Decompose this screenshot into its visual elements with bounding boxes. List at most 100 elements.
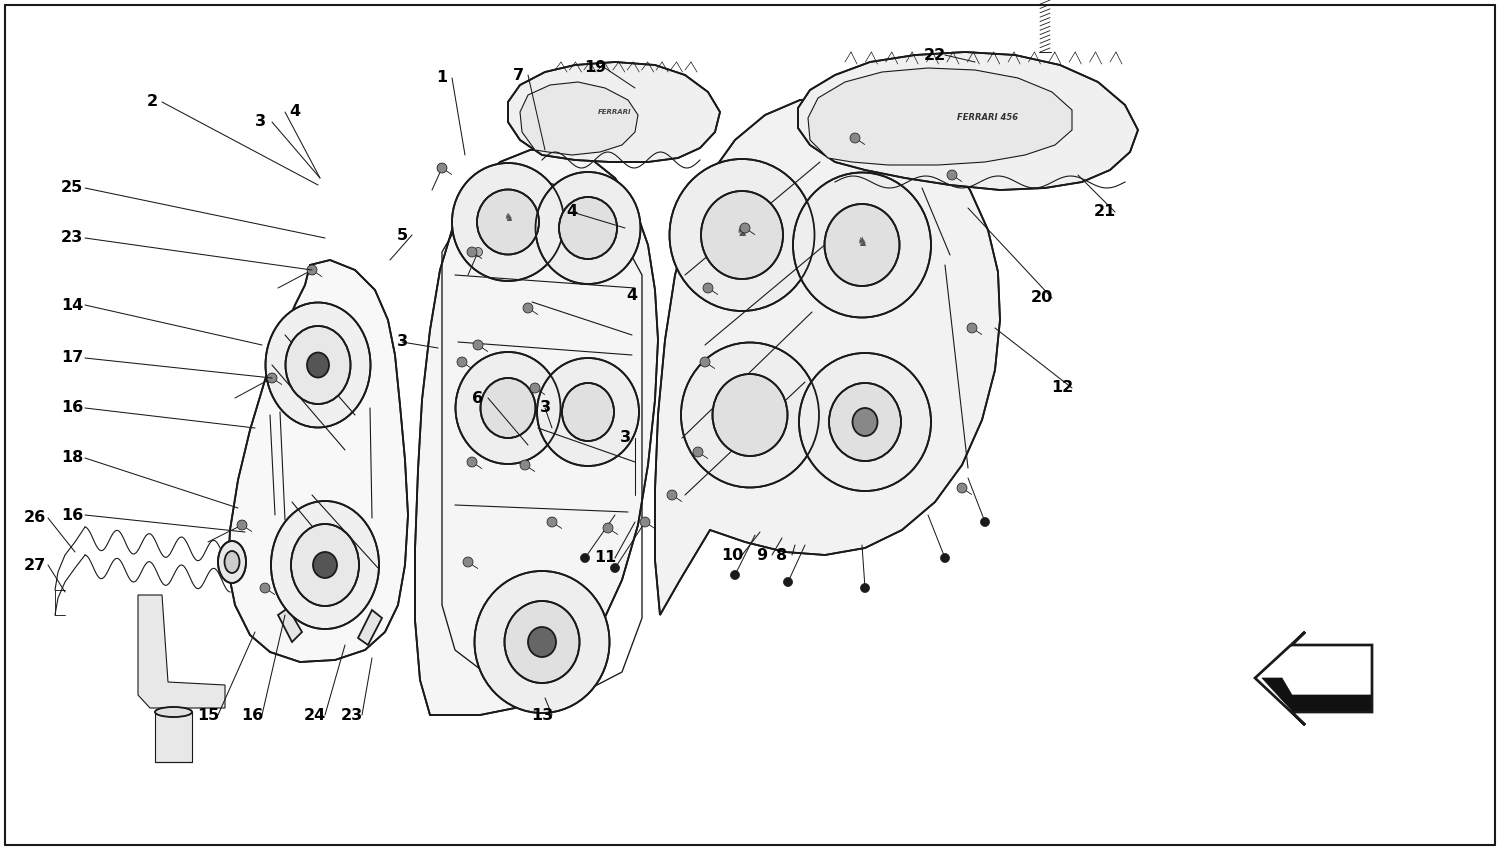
Text: 14: 14	[62, 298, 82, 313]
Ellipse shape	[528, 627, 556, 657]
Ellipse shape	[537, 358, 639, 466]
Polygon shape	[278, 608, 302, 642]
Ellipse shape	[285, 326, 351, 404]
Ellipse shape	[530, 383, 540, 393]
Ellipse shape	[825, 204, 900, 286]
Ellipse shape	[266, 303, 370, 428]
Text: 4: 4	[627, 287, 638, 303]
Text: 25: 25	[62, 180, 82, 196]
Polygon shape	[154, 712, 192, 762]
Ellipse shape	[603, 523, 613, 533]
Text: 23: 23	[340, 707, 363, 722]
Ellipse shape	[981, 518, 990, 526]
Text: 6: 6	[472, 390, 483, 405]
Ellipse shape	[562, 383, 614, 441]
Text: 26: 26	[24, 511, 46, 525]
Ellipse shape	[458, 357, 466, 367]
Ellipse shape	[267, 373, 278, 383]
Text: 16: 16	[242, 707, 262, 722]
Ellipse shape	[466, 247, 477, 257]
Polygon shape	[416, 148, 658, 715]
Ellipse shape	[548, 517, 556, 527]
Text: 23: 23	[62, 230, 82, 246]
Text: 3: 3	[255, 115, 266, 129]
Ellipse shape	[783, 577, 792, 586]
Ellipse shape	[830, 383, 902, 461]
Ellipse shape	[464, 557, 472, 567]
Ellipse shape	[946, 170, 957, 180]
Ellipse shape	[225, 551, 240, 573]
Text: 21: 21	[1094, 205, 1116, 219]
Ellipse shape	[730, 570, 740, 580]
Ellipse shape	[267, 373, 276, 382]
Text: 3: 3	[620, 430, 630, 445]
Text: ♞: ♞	[856, 235, 867, 248]
Ellipse shape	[154, 707, 192, 717]
Ellipse shape	[940, 553, 950, 563]
Text: 15: 15	[196, 707, 219, 722]
Ellipse shape	[794, 173, 932, 318]
Text: 27: 27	[24, 558, 46, 573]
Text: 20: 20	[1030, 291, 1053, 305]
Ellipse shape	[520, 460, 530, 470]
Polygon shape	[228, 260, 408, 662]
Ellipse shape	[474, 247, 483, 257]
Text: ♞: ♞	[503, 213, 513, 223]
Ellipse shape	[850, 133, 859, 143]
Ellipse shape	[861, 583, 870, 592]
Ellipse shape	[477, 190, 538, 254]
Text: 9: 9	[756, 547, 768, 563]
Text: 4: 4	[567, 205, 578, 219]
Text: FERRARI: FERRARI	[598, 109, 632, 115]
Ellipse shape	[472, 340, 483, 350]
Ellipse shape	[237, 520, 246, 530]
Ellipse shape	[438, 163, 447, 173]
Ellipse shape	[474, 571, 609, 713]
Text: 11: 11	[594, 551, 616, 565]
Text: 16: 16	[62, 507, 82, 523]
Polygon shape	[656, 98, 1000, 615]
Ellipse shape	[968, 323, 976, 333]
Text: 12: 12	[1052, 381, 1072, 395]
Ellipse shape	[536, 172, 640, 284]
Ellipse shape	[291, 524, 358, 606]
Ellipse shape	[466, 457, 477, 467]
Polygon shape	[520, 82, 638, 155]
Ellipse shape	[452, 163, 564, 281]
Ellipse shape	[668, 490, 676, 500]
Ellipse shape	[712, 374, 788, 456]
Ellipse shape	[308, 265, 316, 275]
Text: 13: 13	[531, 707, 554, 722]
Ellipse shape	[456, 352, 561, 464]
Text: 19: 19	[584, 60, 606, 76]
Ellipse shape	[610, 564, 620, 573]
Ellipse shape	[580, 553, 590, 563]
Ellipse shape	[852, 408, 877, 436]
Ellipse shape	[308, 353, 328, 377]
Text: 2: 2	[147, 94, 158, 110]
Polygon shape	[798, 52, 1138, 190]
Ellipse shape	[308, 265, 316, 275]
Ellipse shape	[640, 517, 650, 527]
Ellipse shape	[480, 378, 536, 438]
Ellipse shape	[436, 163, 447, 173]
Ellipse shape	[217, 541, 246, 583]
Ellipse shape	[314, 552, 338, 578]
Ellipse shape	[272, 501, 380, 629]
Text: 7: 7	[513, 67, 523, 82]
Ellipse shape	[957, 483, 968, 493]
Text: 16: 16	[62, 400, 82, 416]
Text: 3: 3	[396, 335, 408, 349]
Polygon shape	[358, 610, 382, 645]
Ellipse shape	[669, 159, 814, 311]
Ellipse shape	[700, 191, 783, 279]
Polygon shape	[808, 68, 1072, 165]
Ellipse shape	[700, 357, 709, 367]
Text: FERRARI 456: FERRARI 456	[957, 114, 1018, 122]
Ellipse shape	[504, 601, 579, 683]
Text: 10: 10	[722, 547, 742, 563]
Ellipse shape	[693, 447, 703, 457]
Text: ♞: ♞	[735, 225, 748, 239]
Ellipse shape	[740, 223, 750, 233]
Text: 18: 18	[62, 450, 82, 466]
